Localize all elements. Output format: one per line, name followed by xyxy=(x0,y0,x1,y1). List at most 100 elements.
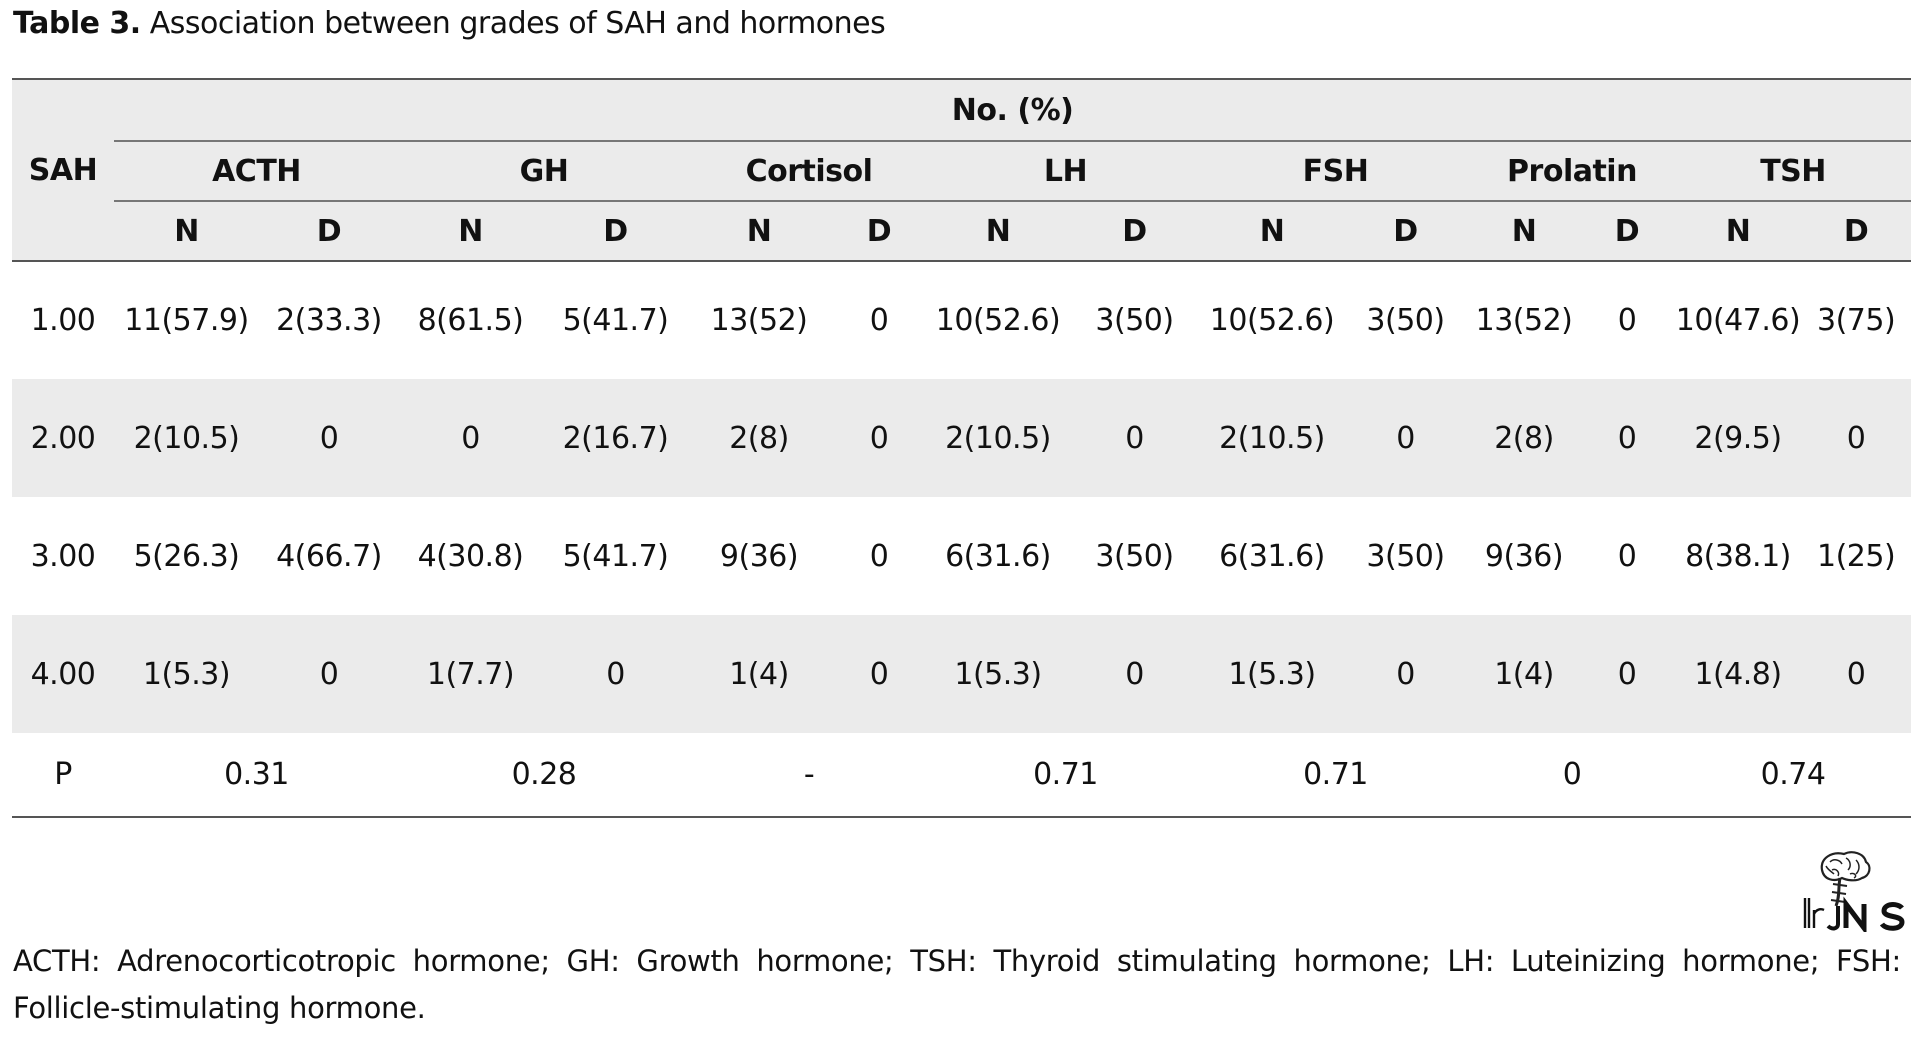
value-cell: 3(50) xyxy=(1366,303,1445,338)
grade-cell: 2.00 xyxy=(12,379,114,497)
p-value-lh: 0.71 xyxy=(1033,757,1098,792)
value-cell: 3(75) xyxy=(1816,303,1896,338)
grade-cell: 1.00 xyxy=(30,303,96,338)
subheader-d: D xyxy=(1067,201,1202,262)
value-cell: 13(52) xyxy=(1475,303,1573,338)
p-label-cell: P xyxy=(54,757,72,792)
value-cell: 4(66.7) xyxy=(276,538,382,574)
caption-label: Table 3. xyxy=(13,6,141,41)
hormone-header-lh: LH xyxy=(929,141,1202,202)
subheader-n: N xyxy=(1469,201,1579,262)
value-cell: 8(38.1) xyxy=(1685,538,1791,574)
value-cell: 9(36) xyxy=(1484,538,1564,574)
subheader-n: N xyxy=(929,201,1067,262)
table-caption: Table 3. Association between grades of S… xyxy=(13,6,886,41)
value-cell: 2(33.3) xyxy=(276,303,382,338)
value-cell: 8(61.5) xyxy=(417,303,524,338)
value-cell: 6(31.6) xyxy=(1219,538,1325,574)
p-value-tsh: 0.74 xyxy=(1760,757,1826,792)
hormone-header-fsh: FSH xyxy=(1202,141,1469,202)
subheader-d: D xyxy=(542,201,689,262)
value-cell: 0 xyxy=(1342,615,1469,733)
value-cell: 5(41.7) xyxy=(562,538,669,574)
value-cell: 10(47.6) xyxy=(1675,303,1801,338)
value-cell: 2(10.5) xyxy=(929,379,1067,497)
value-cell: 1(4) xyxy=(1469,615,1579,733)
journal-logo xyxy=(1802,848,1910,936)
value-cell: 3(50) xyxy=(1366,538,1445,574)
value-cell: 0 xyxy=(1801,379,1911,497)
value-cell: 0 xyxy=(1579,615,1675,733)
hormone-header-cortisol: Cortisol xyxy=(689,141,929,202)
hormone-header-tsh: TSH xyxy=(1675,141,1911,202)
value-cell: 0 xyxy=(259,615,399,733)
value-cell: 5(41.7) xyxy=(562,303,669,338)
value-cell: 0 xyxy=(1342,379,1469,497)
value-cell: 1(5.3) xyxy=(929,615,1067,733)
grade-cell: 3.00 xyxy=(30,538,96,574)
subheader-d: D xyxy=(1579,201,1675,262)
value-cell: 0 xyxy=(542,615,689,733)
value-cell: 1(7.7) xyxy=(399,615,542,733)
subheader-n: N xyxy=(399,201,542,262)
value-cell: 2(16.7) xyxy=(542,379,689,497)
value-cell: 0 xyxy=(1617,538,1637,574)
p-value-acth: 0.31 xyxy=(224,757,289,792)
value-cell: 1(4.8) xyxy=(1675,615,1801,733)
hormone-association-table: SAH No. (%) ACTH GH Cortisol LH FSH Prol… xyxy=(12,78,1911,818)
table-row: 1.00 11(57.9) 2(33.3) 8(61.5) 5(41.7) 13… xyxy=(12,261,1911,379)
table-footnote: ACTH: Adrenocorticotropic hormone; GH: G… xyxy=(13,944,1901,1025)
subheader-n: N xyxy=(1202,201,1342,262)
value-cell: 0 xyxy=(869,538,889,574)
grade-cell: 4.00 xyxy=(12,615,114,733)
p-value-prolatin: 0 xyxy=(1562,757,1582,792)
value-cell: 0 xyxy=(399,379,542,497)
value-cell: 6(31.6) xyxy=(945,538,1051,574)
value-cell: 13(52) xyxy=(710,303,808,338)
caption-text: Association between grades of SAH and ho… xyxy=(149,6,886,41)
table-row: 3.00 5(26.3) 4(66.7) 4(30.8) 5(41.7) 9(3… xyxy=(12,497,1911,615)
brain-logo-icon xyxy=(1803,851,1905,936)
value-cell: 0 xyxy=(1801,615,1911,733)
subheader-n: N xyxy=(1675,201,1801,262)
value-cell: 0 xyxy=(829,379,929,497)
hormone-header-prolatin: Prolatin xyxy=(1469,141,1675,202)
p-value-cortisol: - xyxy=(803,757,815,792)
p-value-row: P 0.31 0.28 - 0.71 0.71 0 0.74 xyxy=(12,733,1911,817)
hormone-header-acth: ACTH xyxy=(114,141,399,202)
table-row: 4.00 1(5.3) 0 1(7.7) 0 1(4) 0 1(5.3) 0 1… xyxy=(12,615,1911,733)
header-row-group: SAH No. (%) xyxy=(12,79,1911,262)
value-cell: 10(52.6) xyxy=(1209,303,1335,338)
subheader-n: N xyxy=(114,201,259,262)
value-cell: 0 xyxy=(869,303,889,338)
table-body: 1.00 11(57.9) 2(33.3) 8(61.5) 5(41.7) 13… xyxy=(12,261,1911,817)
value-cell: 2(10.5) xyxy=(114,379,259,497)
value-cell: 2(8) xyxy=(689,379,829,497)
hormone-header-gh: GH xyxy=(399,141,689,202)
p-value-fsh: 0.71 xyxy=(1303,757,1368,792)
value-cell: 1(5.3) xyxy=(1202,615,1342,733)
value-cell: 1(5.3) xyxy=(114,615,259,733)
subheader-d: D xyxy=(829,201,929,262)
value-cell: 2(8) xyxy=(1469,379,1579,497)
header-row-hormones: ACTH GH Cortisol LH FSH Prolatin TSH xyxy=(12,141,1911,202)
value-cell: 4(30.8) xyxy=(417,538,524,574)
p-value-gh: 0.28 xyxy=(511,757,577,792)
sah-column-header: SAH xyxy=(12,79,114,262)
subheader-d: D xyxy=(259,201,399,262)
value-cell: 0 xyxy=(1617,303,1637,338)
value-cell: 1(25) xyxy=(1816,538,1896,574)
value-cell: 0 xyxy=(1579,379,1675,497)
group-header: No. (%) xyxy=(114,79,1911,142)
subheader-d: D xyxy=(1801,201,1911,262)
value-cell: 1(4) xyxy=(689,615,829,733)
value-cell: 10(52.6) xyxy=(935,303,1061,338)
value-cell: 9(36) xyxy=(719,538,799,574)
value-cell: 0 xyxy=(1067,615,1202,733)
value-cell: 0 xyxy=(259,379,399,497)
value-cell: 0 xyxy=(829,615,929,733)
value-cell: 3(50) xyxy=(1095,538,1174,574)
subheader-n: N xyxy=(689,201,829,262)
value-cell: 5(26.3) xyxy=(133,538,240,574)
subheader-d: D xyxy=(1342,201,1469,262)
